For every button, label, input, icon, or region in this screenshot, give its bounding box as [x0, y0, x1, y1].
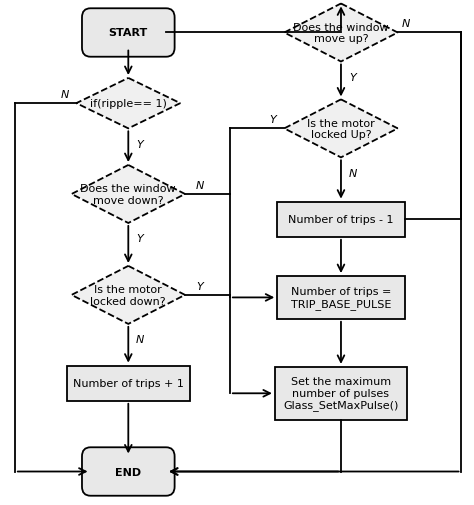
Text: Y: Y	[269, 115, 276, 125]
Text: Number of trips =
TRIP_BASE_PULSE: Number of trips = TRIP_BASE_PULSE	[291, 287, 391, 309]
Polygon shape	[76, 79, 180, 129]
Polygon shape	[284, 5, 398, 63]
Text: if(ripple== 1): if(ripple== 1)	[90, 99, 167, 109]
Text: Number of trips - 1: Number of trips - 1	[288, 215, 394, 225]
Text: Set the maximum
number of pulses
Glass_SetMaxPulse(): Set the maximum number of pulses Glass_S…	[283, 377, 399, 411]
Text: Does the window
move down?: Does the window move down?	[81, 184, 176, 206]
Text: Y: Y	[137, 234, 144, 243]
Polygon shape	[284, 100, 398, 158]
Text: END: END	[115, 467, 141, 477]
FancyBboxPatch shape	[82, 9, 174, 58]
Text: Does the window
move up?: Does the window move up?	[293, 23, 389, 44]
Polygon shape	[72, 166, 185, 224]
Text: N: N	[348, 168, 357, 178]
Text: Number of trips + 1: Number of trips + 1	[73, 378, 184, 388]
FancyBboxPatch shape	[82, 447, 174, 496]
Text: START: START	[109, 28, 148, 38]
FancyBboxPatch shape	[275, 367, 407, 420]
Text: N: N	[196, 180, 204, 190]
Polygon shape	[72, 266, 185, 324]
FancyBboxPatch shape	[277, 276, 405, 319]
Text: Is the motor
locked down?: Is the motor locked down?	[91, 284, 166, 306]
Text: Y: Y	[349, 73, 356, 82]
Text: N: N	[136, 334, 144, 344]
FancyBboxPatch shape	[67, 366, 190, 401]
Text: N: N	[402, 19, 410, 29]
Text: Y: Y	[137, 139, 144, 149]
Text: Is the motor
locked Up?: Is the motor locked Up?	[307, 118, 375, 140]
FancyBboxPatch shape	[277, 202, 405, 237]
Text: N: N	[60, 90, 69, 100]
Text: Y: Y	[197, 281, 203, 291]
